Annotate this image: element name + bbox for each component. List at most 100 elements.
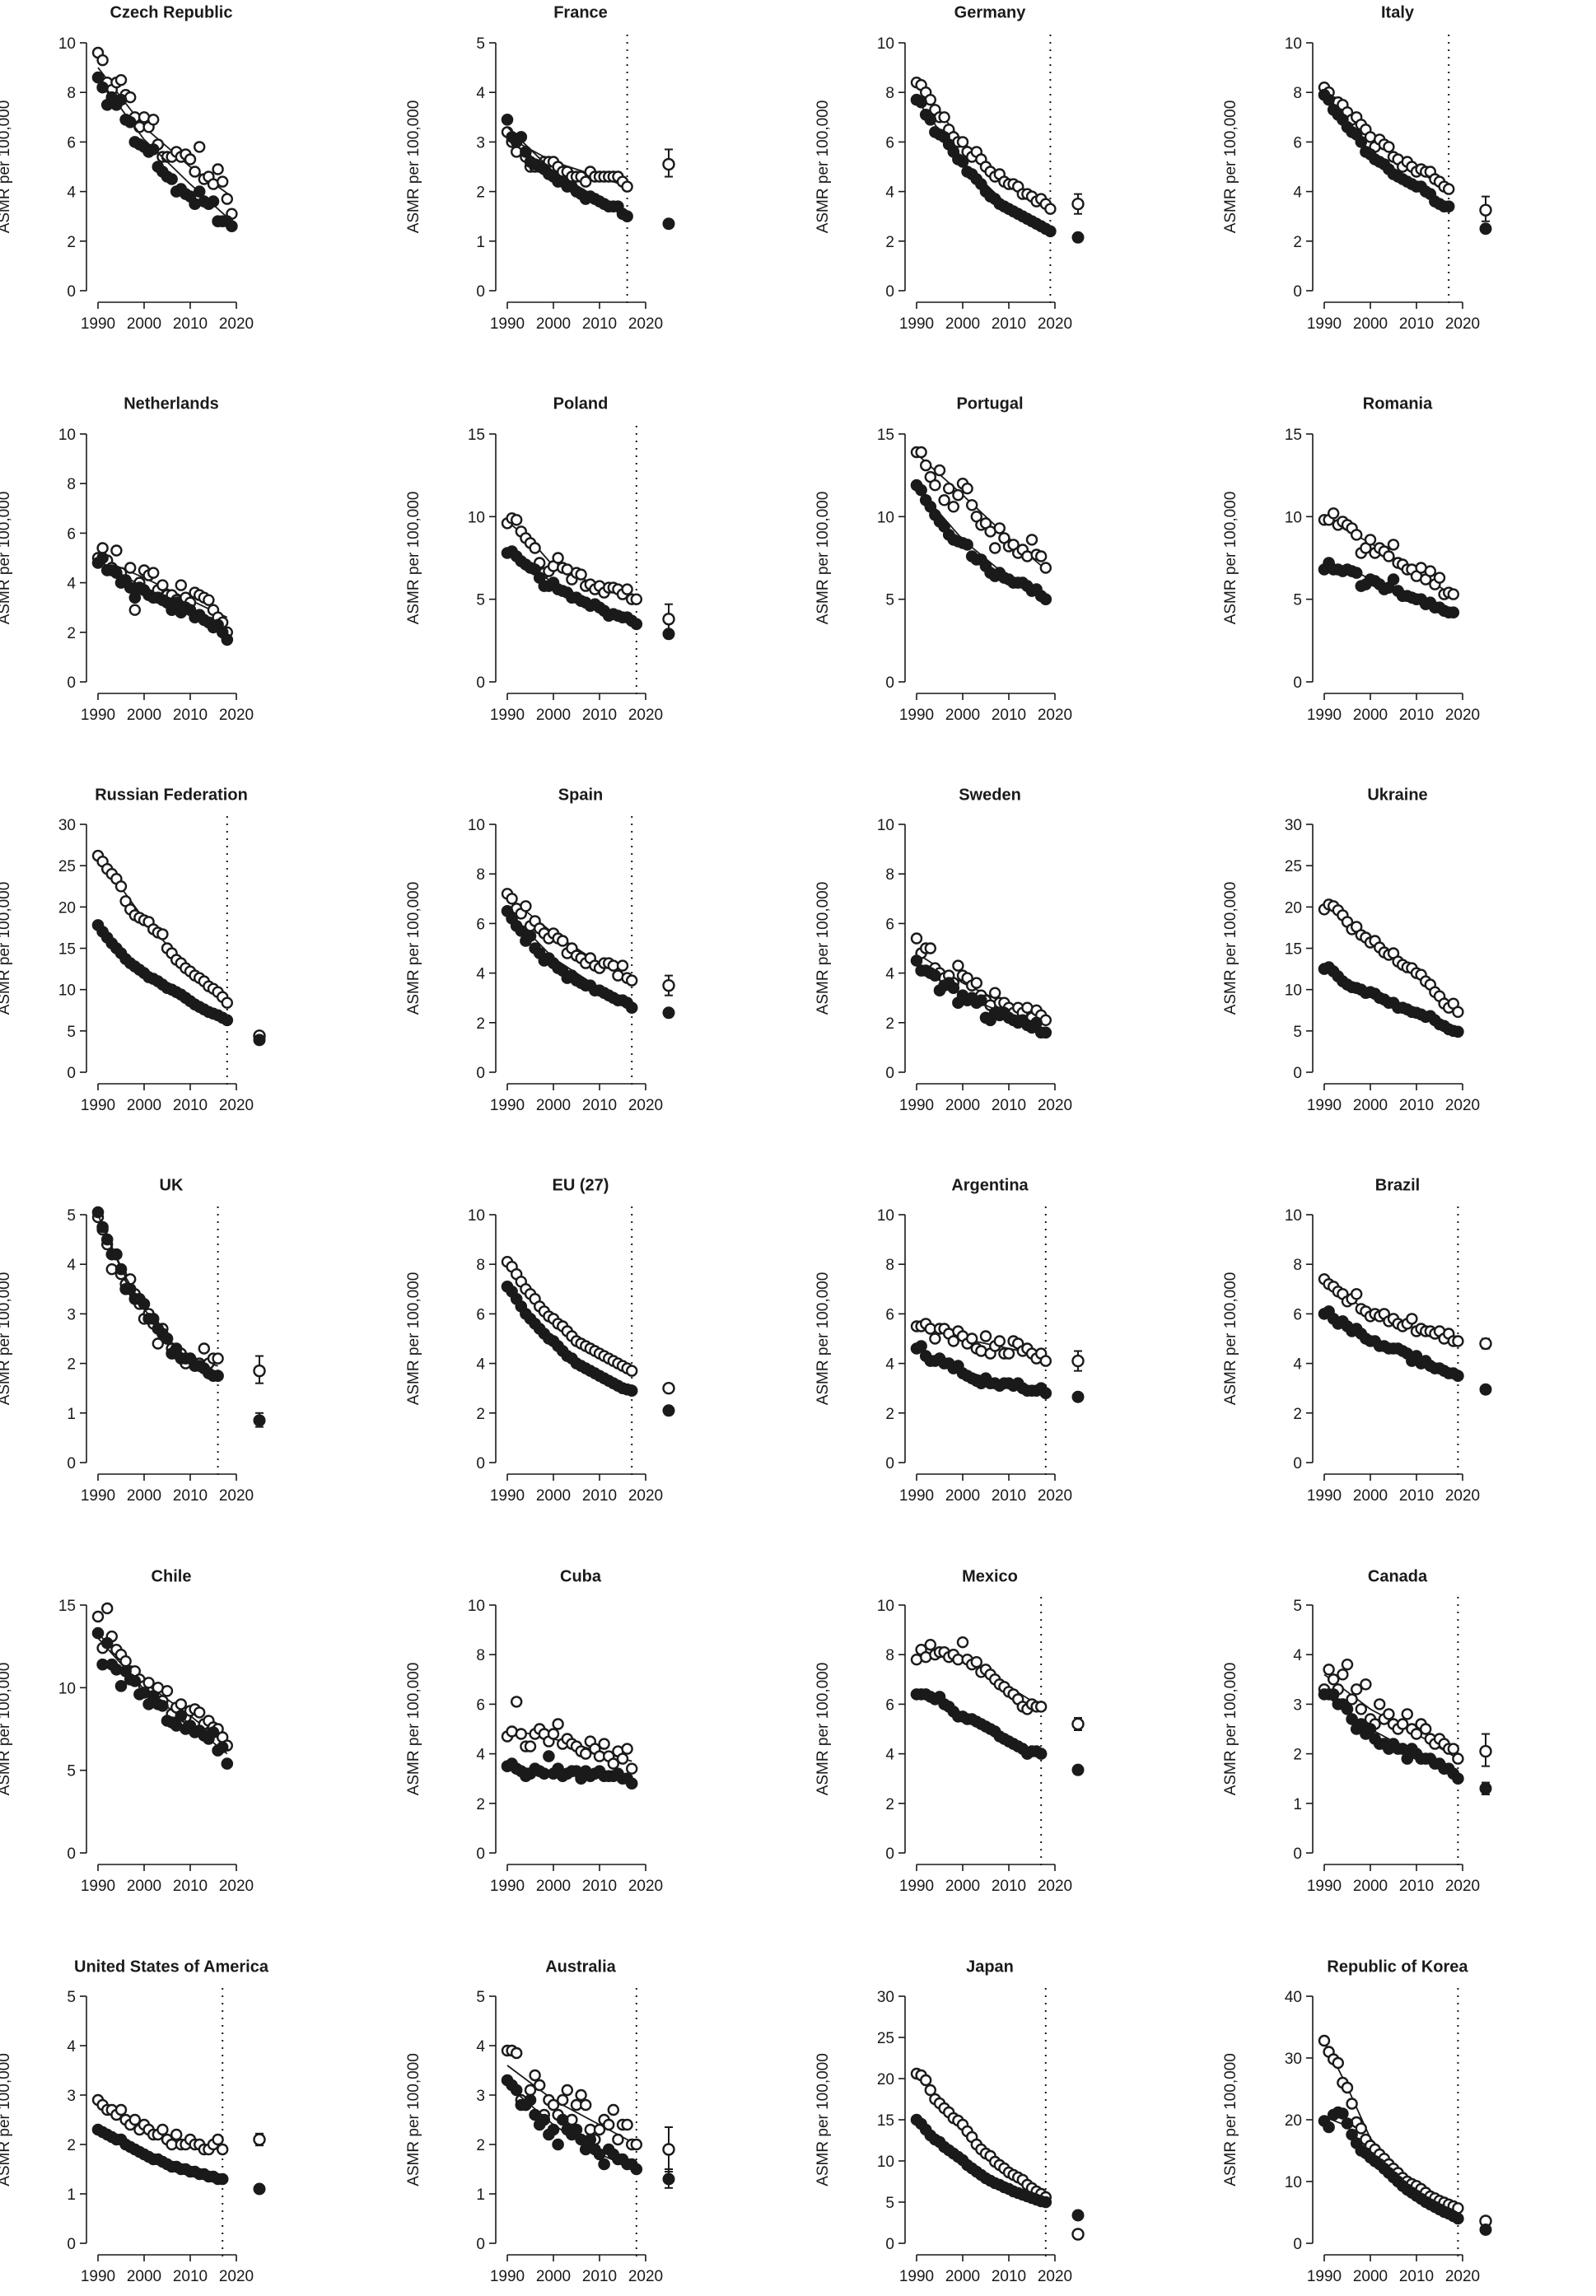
panel-title: Russian Federation: [95, 786, 248, 804]
data-point: [1039, 2196, 1052, 2209]
x-tick-label: 2010: [1399, 2268, 1434, 2285]
x-tick-label: 2010: [992, 1878, 1026, 1895]
x-tick-label: 2020: [1445, 707, 1480, 724]
y-tick-label: 4: [67, 576, 76, 593]
y-tick-label: 15: [877, 427, 894, 444]
x-tick-label: 2010: [173, 1097, 208, 1114]
series-open: [910, 1636, 1085, 1732]
data-point: [1447, 588, 1460, 600]
y-tick-label: 2: [67, 2137, 76, 2154]
data-point: [96, 542, 109, 554]
data-point: [1044, 225, 1057, 238]
data-point: [100, 1636, 114, 1650]
y-tick-label: 2: [67, 625, 76, 642]
predicted-point: [1071, 1763, 1085, 1776]
data-point: [184, 153, 197, 166]
panel-uk: UK 0 1 2 3 4 5 ASMR per 100,000 1990 2000 2010 2020: [0, 1176, 266, 1505]
x-tick-label: 1990: [1307, 1878, 1342, 1895]
panel-title: Italy: [1381, 3, 1415, 21]
x-tick-label: 2000: [1353, 1097, 1388, 1114]
x-tick-label: 2010: [992, 1487, 1026, 1505]
data-point: [625, 1001, 638, 1014]
x-tick-label: 2020: [1038, 1487, 1072, 1505]
predicted-point: [662, 157, 675, 171]
y-axis-title: ASMR per 100,000: [0, 1663, 13, 1796]
x-tick-label: 2010: [992, 315, 1026, 333]
data-point: [217, 2143, 229, 2156]
data-point: [198, 1342, 211, 1355]
y-tick-label: 8: [476, 866, 485, 884]
data-point: [929, 969, 941, 982]
data-point: [580, 1748, 592, 1760]
data-point: [1383, 141, 1395, 153]
data-point: [114, 1680, 128, 1692]
data-point: [1401, 1752, 1414, 1765]
data-point: [91, 1626, 105, 1640]
predicted-point: [1071, 1390, 1085, 1403]
series-open: [910, 76, 1085, 215]
y-tick-label: 3: [476, 2088, 485, 2105]
data-point: [621, 583, 633, 595]
series-open: [501, 888, 675, 996]
y-tick-label: 2: [885, 234, 894, 251]
y-tick-label: 10: [468, 1207, 485, 1225]
panel-title: Sweden: [959, 786, 1021, 804]
data-point: [547, 2098, 560, 2112]
y-tick-label: 2: [1293, 234, 1302, 251]
panel-title: EU (27): [553, 1176, 609, 1194]
data-point: [625, 1384, 638, 1397]
x-tick-label: 2020: [219, 1097, 254, 1114]
data-point: [1002, 1347, 1015, 1360]
y-tick-label: 0: [67, 1846, 76, 1863]
series-filled: [910, 93, 1085, 244]
y-tick-label: 10: [1285, 2174, 1302, 2191]
panel-title: Chile: [152, 1567, 192, 1585]
x-tick-label: 2020: [628, 315, 663, 333]
y-tick-label: 30: [877, 1989, 894, 2006]
data-point: [1346, 1713, 1358, 1725]
data-point: [965, 499, 978, 511]
y-tick-label: 0: [67, 2236, 76, 2253]
data-point: [221, 633, 234, 646]
y-tick-label: 8: [476, 1647, 485, 1664]
panel-united-states-of-america: United States of America 0 1 2 3 4 5 ASMR per 1…: [0, 1958, 269, 2285]
data-point: [1025, 534, 1038, 546]
data-point: [96, 54, 109, 67]
y-tick-label: 5: [885, 2195, 894, 2212]
y-tick-label: 10: [58, 1680, 76, 1697]
data-point: [552, 552, 564, 564]
y-tick-label: 0: [1293, 674, 1302, 692]
data-point: [207, 195, 220, 208]
data-point: [114, 1262, 128, 1276]
data-point: [580, 2098, 592, 2112]
y-tick-label: 4: [476, 1747, 485, 1764]
data-point: [216, 1741, 229, 1753]
data-point: [138, 1298, 151, 1310]
y-tick-label: 6: [476, 916, 485, 933]
data-point: [1355, 1718, 1368, 1730]
data-point: [919, 459, 932, 472]
data-point: [114, 73, 128, 86]
y-tick-label: 0: [67, 1065, 76, 1082]
data-point: [520, 900, 532, 912]
series-open: [501, 1255, 675, 1395]
data-point: [988, 542, 1001, 554]
x-tick-label: 2010: [582, 1878, 617, 1895]
x-tick-label: 2000: [1353, 1487, 1388, 1505]
data-point: [547, 2123, 560, 2136]
y-axis-title: ASMR per 100,000: [0, 100, 13, 234]
y-tick-label: 2: [476, 2137, 485, 2154]
y-axis-title: ASMR per 100,000: [814, 2053, 832, 2186]
data-point: [114, 93, 128, 106]
data-point: [114, 2103, 128, 2116]
data-point: [1410, 1728, 1423, 1740]
data-point: [147, 143, 160, 156]
data-point: [511, 2046, 523, 2060]
y-tick-label: 15: [1285, 941, 1302, 959]
predicted-point: [1479, 1744, 1492, 1758]
data-point: [124, 1283, 137, 1295]
x-tick-label: 2000: [1353, 315, 1388, 333]
data-point: [557, 2093, 569, 2107]
panel-portugal: Portugal 0 5 10 15 ASMR per 100,000 1990 2000 20…: [814, 394, 1072, 724]
data-point: [515, 131, 528, 143]
